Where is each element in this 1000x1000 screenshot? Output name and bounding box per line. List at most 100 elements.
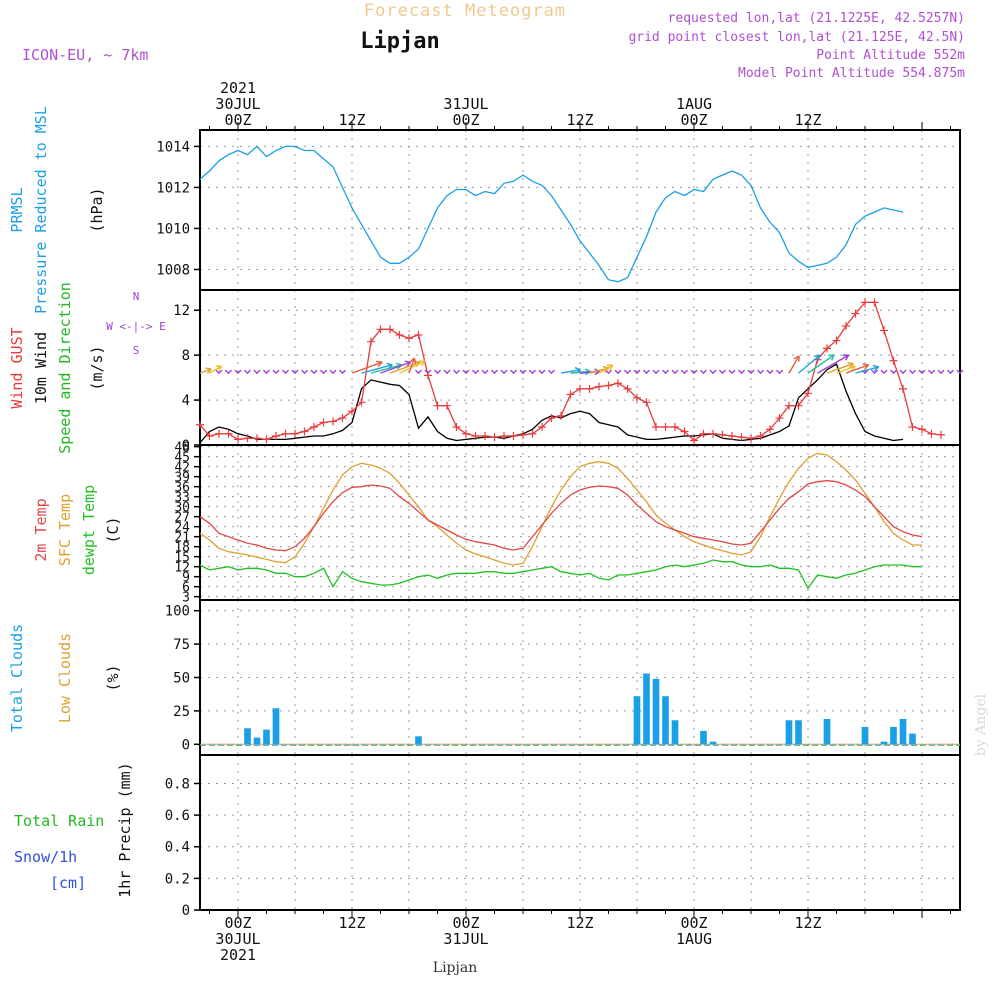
y-tick-label: 9 [182,571,190,586]
cloud-bar [890,726,897,745]
y-tick-label: 45 [174,451,190,466]
wind-dir-mark [947,369,954,375]
credit: by Angel [973,693,989,756]
wind-arrow [788,355,800,374]
wind-dir-mark [234,369,242,375]
wind-dir-mark [738,369,745,375]
gust-marker [794,401,803,410]
wind-dir-mark [690,369,698,375]
pressure-units: (hPa) [88,187,106,232]
time-label-top: 30JUL [215,95,260,113]
wind-dir-mark [776,369,783,375]
gust-marker [614,379,622,388]
y-tick-label: 0.4 [165,840,190,856]
gust-marker [861,298,869,307]
wind-arrow-head [404,360,412,368]
wind-dir-mark [481,369,489,375]
gust-marker [899,384,907,393]
gust-marker [462,429,470,438]
snow-units: [cm] [50,874,86,892]
time-label-bottom: 31JUL [443,930,488,948]
wind-dir-mark [871,369,878,375]
gust-marker [405,334,413,343]
y-tick-label: 3 [182,591,190,606]
time-label-bottom: 12Z [566,914,593,932]
gust-marker [870,298,879,307]
cloud-bar [633,696,641,745]
wind-dir-mark [215,369,223,375]
gust-marker [471,432,480,441]
series-2m-temp [199,480,923,552]
wind-arrow [209,365,222,374]
series-dewpt [199,559,922,590]
cloud-bar [643,673,650,745]
gust-marker [842,321,850,330]
wind-dir-mark [538,369,546,375]
wind-dir-mark [747,369,755,375]
y-tick-label: 12 [174,561,190,576]
wind-dir-mark [225,369,232,375]
wind-dir-mark [909,369,916,375]
gust-marker [395,330,404,339]
gust-marker [538,423,546,432]
gust-marker [585,384,594,393]
wind-arrow-head [842,354,850,361]
y-tick-label: 6 [182,581,190,596]
wind-dir-mark [928,369,935,375]
wind-arrow-head [409,357,417,365]
gust-marker [595,382,603,391]
gust-marker [234,435,242,444]
time-label-bottom: 12Z [338,914,365,932]
wind-dir-mark [728,369,736,375]
wind-dir-mark [662,369,669,375]
gust-marker [756,432,765,441]
gust-marker [357,398,366,407]
gust-marker [709,429,717,438]
wind-dir-mark [291,369,299,375]
gust-marker [319,418,328,427]
gust-marker [576,384,584,393]
y-tick-label: 33 [174,491,190,506]
time-label-top: 00Z [452,111,479,129]
gust-label: Wind GUST [8,327,26,408]
requested-coords: requested lon,lat (21.1225E, 42.5257N) [668,11,965,26]
gust-marker [300,427,309,436]
wind-dir-mark [272,369,280,375]
y-tick-label: 42 [174,461,190,476]
sfctemp-label: SFC Temp [56,494,74,566]
wind-arrow-head [418,360,426,367]
wind-dir-mark [500,369,508,375]
wind-dir-mark [709,369,717,375]
gust-marker [386,325,394,334]
y-tick-label: 0.8 [165,776,190,792]
gust-marker [443,401,451,410]
panel-clouds: 0 25 50 75 100 [165,599,961,756]
y-tick-label: 30 [174,501,190,516]
gust-marker [718,430,727,439]
gust-marker [338,414,347,423]
gust-marker [243,434,252,443]
time-label-top: 12Z [338,111,365,129]
y-tick-label: 1010 [156,221,190,237]
y-tick-label: 15 [174,551,190,566]
gridpoint-coords: grid point closest lon,lat (21.125E, 42.… [628,30,965,45]
wind-arrow [826,362,854,374]
compass-we: W <-|-> E [106,320,166,333]
rain-label: Total Rain [14,812,104,830]
cloud-bar [880,741,888,745]
chart-title: Forecast Meteogram [364,1,566,21]
gust-marker [832,336,841,345]
wind-arrow-head [828,354,835,361]
wind-arrow-head [849,364,856,372]
wind-dir-mark [339,369,346,375]
wind-dir-mark [443,369,451,375]
lowclouds-label: Low Clouds [56,633,74,723]
series-prmsl [199,145,904,283]
wind-dir-mark [624,369,631,375]
gust-marker [823,344,831,353]
gust-marker [528,429,537,438]
gust-marker [680,427,689,436]
gust-marker [481,432,489,441]
compass-n: N [133,290,140,303]
wind-dir-mark [529,369,536,375]
